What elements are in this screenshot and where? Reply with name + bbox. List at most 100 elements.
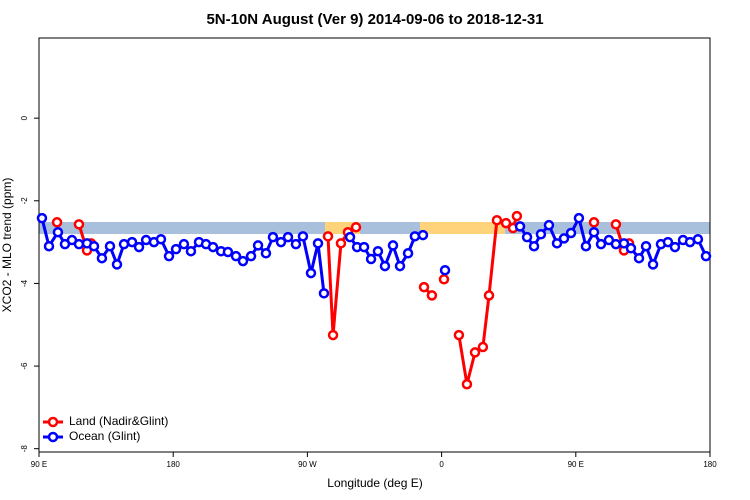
point	[417, 229, 429, 241]
point	[322, 231, 334, 242]
point	[290, 238, 302, 250]
point	[438, 274, 450, 285]
point	[111, 259, 123, 270]
point	[88, 240, 100, 252]
x-tick-label: 90 W	[298, 460, 317, 469]
point	[573, 212, 585, 224]
y-tick-label: -8	[20, 445, 29, 453]
point	[521, 231, 533, 243]
legend-marker	[47, 431, 59, 443]
point	[379, 260, 391, 272]
point	[439, 264, 451, 276]
point	[588, 226, 600, 238]
point	[511, 210, 523, 222]
point	[491, 214, 503, 226]
point	[170, 243, 182, 255]
point	[73, 238, 85, 250]
point	[252, 240, 264, 251]
point	[610, 219, 622, 230]
point	[237, 255, 249, 267]
point	[43, 240, 55, 252]
point	[96, 252, 108, 264]
point	[73, 219, 85, 230]
point	[335, 238, 347, 249]
point	[318, 288, 330, 299]
y-tick-label: -4	[20, 279, 29, 287]
point	[483, 290, 495, 301]
point	[514, 221, 526, 232]
x-tick-label: 180	[167, 460, 181, 469]
point	[185, 245, 197, 257]
point	[625, 243, 637, 254]
x-tick-label: 0	[439, 460, 444, 469]
point	[394, 260, 406, 272]
point	[230, 250, 242, 262]
x-tick-label: 90 E	[31, 460, 47, 469]
point	[372, 245, 384, 257]
point	[647, 259, 659, 270]
point	[260, 248, 272, 259]
legend-label: Land (Nadir&Glint)	[69, 414, 168, 428]
point	[126, 236, 138, 248]
point	[344, 231, 356, 243]
point	[500, 217, 512, 229]
point	[365, 253, 377, 265]
point	[118, 238, 130, 250]
point	[104, 240, 116, 252]
point	[275, 236, 287, 248]
y-axis-label: XCO2 - MLO trend (ppm)	[0, 178, 14, 313]
ocean-band	[39, 222, 710, 234]
y-tick-label: 0	[20, 115, 29, 120]
point	[297, 231, 309, 242]
point	[387, 240, 399, 251]
y-tick-label: -6	[20, 362, 29, 370]
point	[640, 240, 652, 252]
point	[700, 250, 712, 262]
point	[477, 341, 489, 353]
point	[207, 241, 219, 253]
point	[36, 212, 48, 224]
point	[580, 240, 592, 252]
point	[535, 229, 547, 240]
plot-frame	[38, 37, 711, 453]
point	[558, 233, 570, 244]
point	[178, 238, 190, 250]
point	[543, 219, 555, 231]
x-tick-label: 180	[703, 460, 717, 469]
land-band	[420, 222, 505, 234]
point	[426, 290, 438, 301]
chart-title: 5N-10N August (Ver 9) 2014-09-06 to 2018…	[206, 11, 543, 28]
point	[133, 241, 145, 253]
point	[222, 246, 234, 258]
x-tick-label: 90 E	[568, 460, 584, 469]
point	[51, 217, 63, 228]
point	[312, 238, 324, 249]
point	[528, 240, 540, 252]
point	[692, 233, 704, 245]
point	[669, 241, 681, 253]
point	[453, 329, 465, 341]
point	[610, 238, 622, 250]
point	[662, 236, 674, 248]
point	[358, 241, 370, 253]
x-axis-label: Longitude (deg E)	[327, 476, 422, 490]
point	[155, 233, 167, 245]
point	[588, 217, 600, 228]
point	[305, 267, 317, 279]
point	[327, 329, 339, 341]
point	[402, 248, 414, 259]
point	[595, 238, 607, 250]
point	[618, 238, 630, 249]
point	[52, 226, 64, 238]
point	[418, 281, 430, 293]
point	[551, 238, 563, 249]
point	[163, 250, 175, 262]
point	[565, 227, 577, 239]
point	[245, 250, 257, 262]
point	[469, 347, 481, 358]
legend-marker	[47, 416, 59, 428]
legend-label: Ocean (Glint)	[69, 429, 140, 443]
point	[633, 252, 645, 264]
point	[409, 231, 421, 242]
